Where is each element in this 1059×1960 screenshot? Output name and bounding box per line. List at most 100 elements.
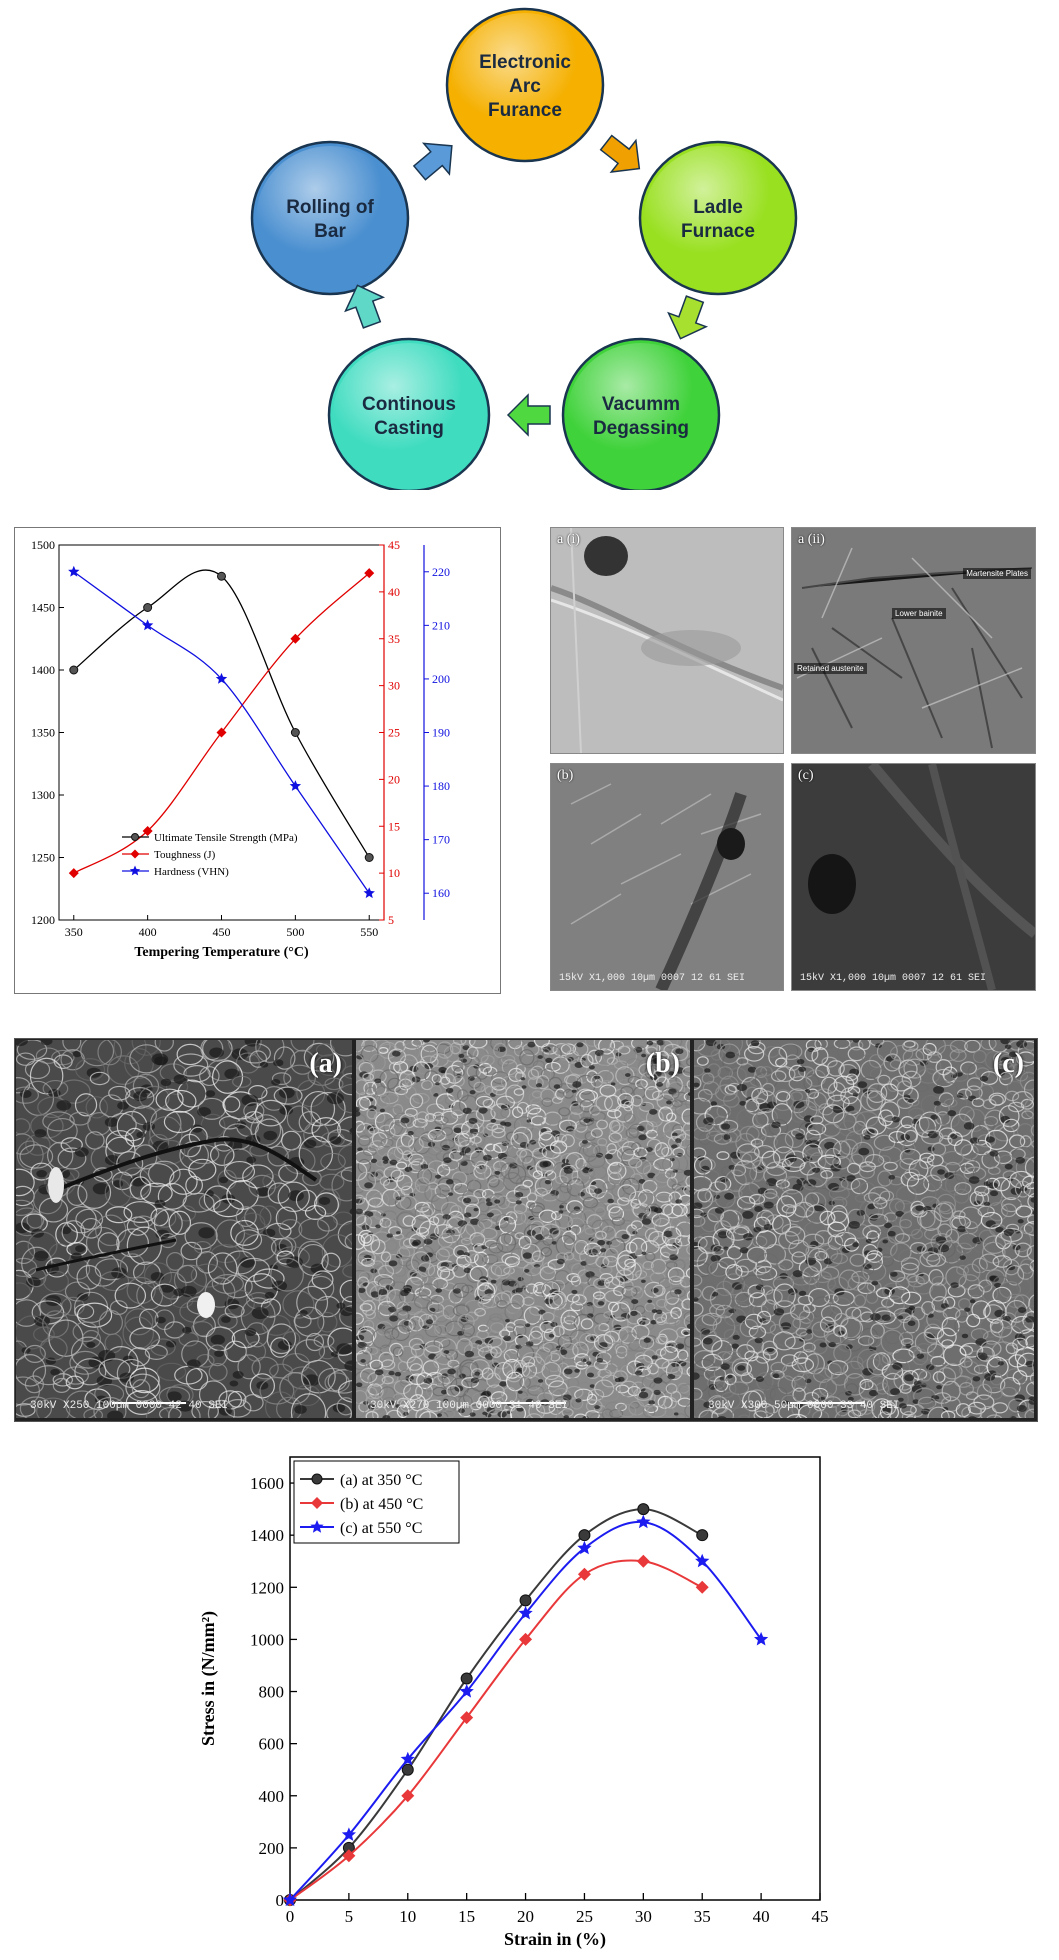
data-point <box>68 868 79 879</box>
x-axis-label: Strain in (%) <box>504 1929 606 1950</box>
series-2 <box>283 1554 709 1907</box>
y-tick-label: 1600 <box>250 1474 284 1493</box>
fractograph-scale-info: 30kV X270 100µm 0000 31 40 SEI <box>370 1400 569 1412</box>
flow-node-label: Vacumm <box>602 394 680 415</box>
flow-node-rolling-of-bar: Rolling of Bar <box>250 140 410 296</box>
x-tick-label: 450 <box>213 925 231 939</box>
micrograph-scale-info: 15kV X1,000 10µm 0007 12 61 SEI <box>559 973 746 984</box>
legend: (a) at 350 °C (b) at 450 °C (c) at 550 °C <box>293 1460 460 1544</box>
fractograph-c-texture <box>694 1040 1034 1418</box>
y-tick-label: 600 <box>259 1735 285 1754</box>
legend-marker <box>311 1497 323 1509</box>
data-point <box>460 1672 473 1685</box>
fractograph-label: (c) <box>992 1048 1024 1079</box>
y-left-tick-label: 1300 <box>31 788 55 802</box>
data-point <box>364 568 375 579</box>
flow-node-label: Bar <box>314 221 346 242</box>
flow-node-electric-arc-furnace: Electronic Arc Furance <box>445 7 605 163</box>
series-3 <box>68 565 375 899</box>
plot-area <box>289 1456 821 1901</box>
legend-entry: Toughness (J) <box>154 849 216 861</box>
data-point <box>754 1631 769 1646</box>
data-point <box>400 1751 415 1766</box>
y-right2-tick-label: 180 <box>432 779 450 793</box>
flow-node-label: Casting <box>374 418 444 439</box>
x-tick-label: 10 <box>399 1907 416 1926</box>
data-point <box>341 1827 356 1841</box>
legend-marker <box>130 849 140 859</box>
flow-node-vacuum-degassing: Vacumm Degassing <box>561 337 721 490</box>
data-point <box>143 603 153 612</box>
flow-node-label: Rolling of <box>286 197 374 218</box>
y-left-tick-label: 1450 <box>31 601 55 615</box>
legend: Ultimate Tensile Strength (MPa) Toughness… <box>122 832 298 878</box>
flow-node-label: Furance <box>488 100 562 121</box>
series-line <box>73 571 370 894</box>
legend-entry: (b) at 450 °C <box>340 1496 423 1513</box>
y-tick-label: 0 <box>276 1891 285 1910</box>
flow-node-label: Continous <box>362 394 456 415</box>
legend-entry: (a) at 350 °C <box>340 1472 422 1489</box>
x-tick-label: 20 <box>517 1907 534 1926</box>
data-point <box>68 565 80 577</box>
data-point <box>282 1892 298 1907</box>
x-tick-label: 550 <box>360 925 378 939</box>
y-axis-label: Stress in (N/mm²) <box>198 1611 219 1746</box>
legend-marker <box>131 833 139 841</box>
flow-arrow-icon <box>506 393 551 437</box>
data-point <box>141 619 154 631</box>
data-point <box>460 1711 474 1725</box>
y-right2-tick-label: 210 <box>432 618 450 632</box>
x-tick-label: 40 <box>753 1907 770 1926</box>
micrograph-b-texture <box>551 764 783 990</box>
fractograph-b-texture <box>356 1040 690 1418</box>
y-right1-tick-label: 30 <box>388 679 400 693</box>
fractograph-b: (b) 30kV X270 100µm 0000 31 40 SEI <box>356 1040 690 1418</box>
x-tick-label: 30 <box>635 1907 652 1926</box>
data-point <box>290 728 300 737</box>
x-tick-label: 5 <box>345 1907 354 1926</box>
micrograph-scale-info: 15kV X1,000 10µm 0007 12 61 SEI <box>800 973 987 984</box>
flow-arrow-icon <box>412 142 453 181</box>
y-right2-tick-label: 170 <box>432 833 450 847</box>
y-tick-label: 400 <box>259 1787 285 1806</box>
flow-node-label: Arc <box>509 76 541 97</box>
flow-arrow-icon <box>344 284 386 329</box>
series-1 <box>69 569 374 862</box>
legend-entry: (c) at 550 °C <box>340 1520 422 1537</box>
y-left-tick-label: 1250 <box>31 851 55 865</box>
x-tick-label: 0 <box>286 1907 295 1926</box>
y-right2-tick-label: 160 <box>432 886 450 900</box>
y-tick-label: 1000 <box>250 1630 284 1649</box>
y-right2-tick-label: 200 <box>432 672 450 686</box>
data-point <box>290 633 301 644</box>
y-right1-tick-label: 40 <box>388 585 400 599</box>
y-right2-tick-label: 220 <box>432 565 450 579</box>
micrograph-label: a (ii) <box>798 532 825 547</box>
y-left-tick-label: 1400 <box>31 663 55 677</box>
legend-marker <box>129 865 141 876</box>
series-line <box>73 569 370 858</box>
series-line <box>289 1520 762 1901</box>
data-point <box>69 665 79 675</box>
series-line <box>289 1559 703 1901</box>
y-right1-tick-label: 45 <box>388 538 400 552</box>
flow-node-label: Furnace <box>681 221 755 242</box>
data-point <box>364 853 374 862</box>
flow-node-label: Ladle <box>693 197 743 218</box>
tempering-chart-frame <box>14 527 501 994</box>
micrograph-label: (c) <box>798 768 814 783</box>
series-2 <box>68 568 375 879</box>
micrograph-annotation: Lower bainite <box>892 608 946 619</box>
fractograph-a: (a) 30kV X250 100µm 0000 42 40 SEI <box>16 1040 352 1418</box>
x-tick-label: 350 <box>65 925 83 939</box>
fractograph-label: (b) <box>645 1048 680 1079</box>
fractograph-scale-info: 30kV X250 100µm 0000 42 40 SEI <box>30 1400 229 1412</box>
y-right1-tick-label: 25 <box>388 726 400 740</box>
flow-arrow-icon <box>667 295 709 340</box>
data-point <box>518 1605 533 1620</box>
y-tick-label: 800 <box>259 1683 285 1702</box>
fractograph-label: (a) <box>309 1048 342 1079</box>
series-3 <box>282 1514 769 1907</box>
data-point <box>459 1684 474 1698</box>
